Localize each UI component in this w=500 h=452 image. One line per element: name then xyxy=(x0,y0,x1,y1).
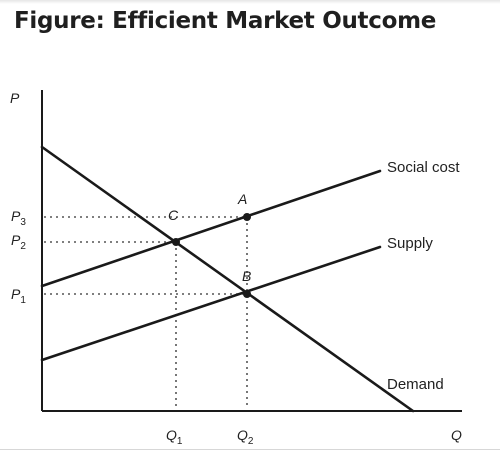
bottom-divider xyxy=(0,449,500,450)
q2-label: Q2 xyxy=(237,427,254,447)
point-b-marker xyxy=(243,290,251,298)
q1-subscript: 1 xyxy=(177,436,183,447)
x-axis-label: Q xyxy=(451,427,462,443)
p2-label: P2 xyxy=(11,232,26,252)
supply-label: Supply xyxy=(387,235,433,252)
q2-subscript: 2 xyxy=(248,436,254,447)
point-a-marker xyxy=(243,213,251,221)
figure-title: Figure: Efficient Market Outcome xyxy=(14,8,437,34)
point-a-label: A xyxy=(237,191,247,207)
p1-letter: P xyxy=(11,286,21,302)
q1-label: Q1 xyxy=(166,427,183,447)
y-axis-label: P xyxy=(10,90,20,106)
supply-curve xyxy=(40,245,382,362)
demand-label: Demand xyxy=(387,376,444,393)
p1-label: P1 xyxy=(11,286,26,306)
social-cost-curve xyxy=(40,169,382,288)
p2-subscript: 2 xyxy=(20,241,26,252)
p3-letter: P xyxy=(11,208,21,224)
demand-curve xyxy=(40,145,415,413)
point-c-label: C xyxy=(168,207,179,223)
top-shadow-bar xyxy=(0,0,500,4)
p2-letter: P xyxy=(11,232,21,248)
p3-subscript: 3 xyxy=(20,217,26,228)
point-b-label: B xyxy=(242,268,251,284)
q1-letter: Q xyxy=(166,427,177,443)
social-cost-label: Social cost xyxy=(387,159,460,176)
point-c-marker xyxy=(172,238,180,246)
p3-label: P3 xyxy=(11,208,26,228)
q2-letter: Q xyxy=(237,427,248,443)
p1-subscript: 1 xyxy=(20,295,26,306)
